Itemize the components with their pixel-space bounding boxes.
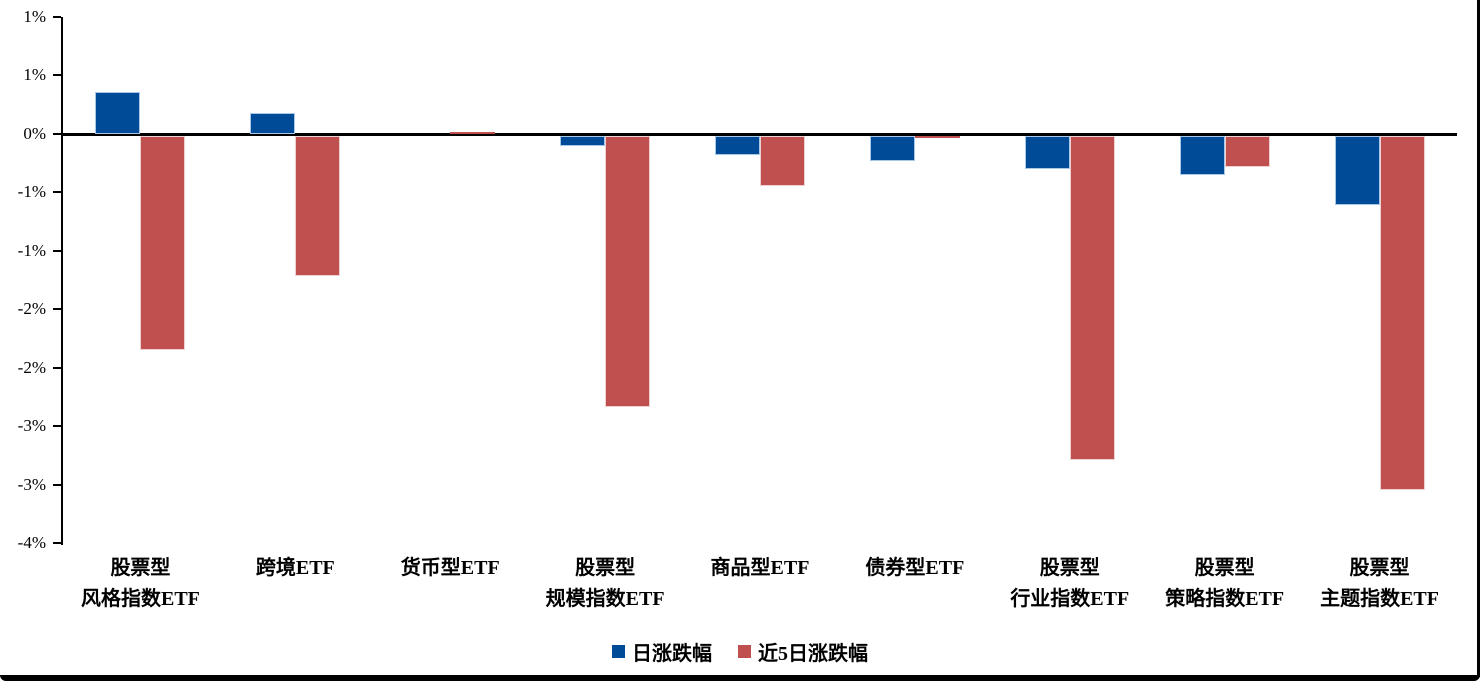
bar-5day-3: [450, 131, 496, 134]
bar-daily-5: [715, 135, 760, 155]
y-axis-tick: [53, 542, 61, 544]
y-axis-tick-label: -4%: [17, 533, 46, 552]
x-axis-category-label-line: 股票型: [110, 557, 171, 579]
y-axis-tick: [53, 308, 61, 311]
x-axis-category-label-line: 策略指数ETF: [1165, 588, 1285, 610]
y-axis-tick: [53, 132, 61, 135]
bar-daily-4: [560, 135, 606, 146]
y-axis-tick-label: 0%: [23, 123, 46, 143]
x-axis-category-label-line: 股票型: [575, 557, 636, 579]
x-axis-category-label: 股票型主题指数ETF: [1295, 553, 1465, 615]
x-axis-category-label: 债券型ETF: [830, 553, 1000, 584]
x-axis-category-label-line: 风格指数ETF: [80, 588, 200, 610]
x-axis-category-label-line: 股票型: [1349, 557, 1410, 579]
bar-5day-5: [760, 135, 805, 187]
y-axis-tick-label: -3%: [17, 416, 46, 436]
x-axis-category-label: 股票型风格指数ETF: [55, 553, 225, 615]
x-axis-category-label-line: 股票型: [1039, 557, 1100, 579]
bar-daily-6: [869, 135, 915, 161]
x-axis-category-label-line: 主题指数ETF: [1320, 588, 1439, 610]
bar-5day-4: [605, 135, 651, 408]
bar-5day-8: [1224, 135, 1270, 167]
y-axis-line: [61, 17, 63, 545]
y-axis-tick: [53, 366, 61, 369]
x-axis-zero-line: [61, 132, 1457, 136]
y-axis-tick: [53, 16, 61, 18]
y-axis-tick-label: -3%: [17, 474, 46, 494]
y-axis-tick-label: 1%: [23, 7, 46, 26]
bar-daily-2: [250, 112, 296, 134]
y-axis-tick-label: -2%: [17, 357, 46, 377]
x-axis-category-label: 商品型ETF: [675, 553, 845, 584]
legend-swatch-daily-change: [612, 645, 625, 658]
y-axis-tick: [53, 425, 61, 428]
x-axis-category-label-line: 行业指数ETF: [1010, 588, 1130, 610]
x-axis-category-label: 股票型策略指数ETF: [1140, 553, 1310, 615]
y-axis-tick: [53, 74, 61, 77]
y-axis-tick: [53, 483, 61, 486]
legend-item-daily-change: 日涨跌幅: [612, 637, 712, 666]
x-axis-category-label-line: 规模指数ETF: [545, 588, 665, 610]
x-axis-category-label: 货币型ETF: [365, 553, 535, 584]
y-axis-tick-label: -1%: [17, 240, 46, 260]
y-axis-tick: [53, 249, 61, 252]
legend-item-5day-change: 近5日涨跌幅: [738, 637, 868, 666]
legend-label-daily-change: 日涨跌幅: [632, 643, 712, 665]
bar-5day-1: [140, 135, 186, 351]
bar-daily-1: [95, 91, 141, 134]
x-axis-category-label: 股票型行业指数ETF: [985, 553, 1155, 615]
x-axis-category-label-line: 货币型ETF: [400, 557, 500, 579]
x-axis-category-label-line: 股票型: [1194, 557, 1255, 579]
bar-5day-6: [914, 135, 960, 138]
bar-daily-8: [1179, 135, 1225, 175]
y-axis-tick-label: -2%: [17, 299, 46, 319]
bar-daily-9: [1334, 135, 1380, 206]
x-axis-category-label-line: 跨境ETF: [255, 557, 335, 579]
x-axis-category-label-line: 商品型ETF: [710, 557, 810, 579]
bar-5day-9: [1379, 135, 1425, 491]
frame-border-right: [1477, 0, 1480, 677]
bar-5day-7: [1069, 135, 1115, 460]
y-axis-tick: [53, 191, 61, 194]
x-axis-category-label: 跨境ETF: [210, 553, 380, 584]
x-axis-category-label: 股票型规模指数ETF: [520, 553, 690, 615]
y-axis-tick-label: 1%: [23, 65, 46, 85]
frame-border-bottom: [0, 675, 1480, 681]
legend-swatch-5day-change: [738, 645, 751, 658]
legend-label-5day-change: 近5日涨跌幅: [758, 643, 868, 665]
bar-daily-7: [1024, 135, 1070, 169]
bar-5day-2: [295, 135, 341, 277]
y-axis-tick-label: -1%: [17, 182, 46, 202]
x-axis-category-label-line: 债券型ETF: [865, 557, 965, 579]
legend: 日涨跌幅 近5日涨跌幅: [0, 637, 1480, 666]
